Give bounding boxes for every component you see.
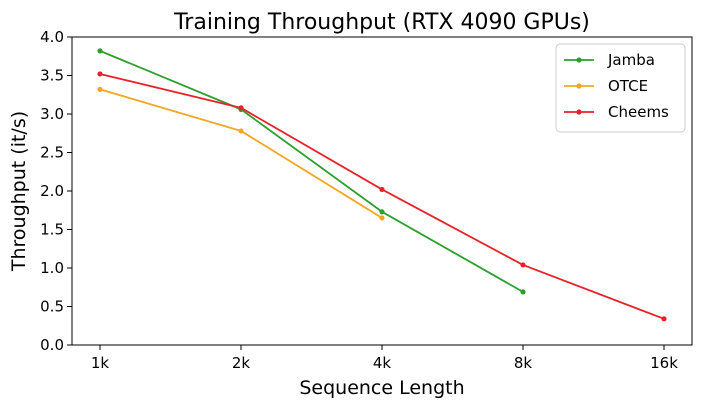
chart-title: Training Throughput (RTX 4090 GPUs) — [173, 10, 590, 35]
y-tick-label: 1.5 — [40, 221, 64, 239]
data-point — [379, 209, 385, 215]
y-tick-label: 1.0 — [40, 259, 64, 277]
y-tick-label: 0.5 — [40, 298, 64, 316]
legend-label: Jamba — [607, 51, 655, 69]
series-line — [99, 50, 524, 293]
x-axis-label: Sequence Length — [299, 377, 464, 399]
legend-label: OTCE — [608, 77, 648, 95]
plot-frame — [71, 36, 693, 346]
data-point — [520, 289, 526, 295]
legend-item-jamba: Jamba — [564, 51, 655, 69]
series-jamba — [97, 48, 526, 295]
x-tick-label: 1k — [91, 354, 110, 372]
data-point — [379, 186, 385, 193]
data-point — [379, 215, 385, 221]
data-point — [520, 262, 526, 268]
y-tick-label: 3.5 — [40, 67, 64, 85]
series-otce — [97, 86, 385, 221]
legend-box — [555, 43, 686, 133]
data-point — [97, 86, 103, 92]
legend-marker — [576, 109, 582, 115]
data-point — [238, 128, 244, 134]
series-cheems — [97, 71, 667, 322]
plot-area: 0.0 0.5 1.0 1.5 2.0 2.5 3.0 3.5 4.0 1k 2k 4k 8k 16k — [40, 28, 678, 372]
legend-label: Cheems — [608, 103, 669, 121]
y-tick-label: 0.0 — [40, 336, 64, 354]
legend-item-cheems: Cheems — [564, 103, 669, 121]
legend-item-otce: OTCE — [564, 77, 648, 95]
data-point — [661, 316, 667, 322]
legend-marker — [576, 83, 582, 89]
legend: Jamba OTCE Cheems — [555, 43, 686, 133]
x-tick-label: 4k — [373, 354, 392, 372]
data-point — [238, 105, 244, 111]
data-point — [97, 48, 103, 54]
y-tick-label: 4.0 — [40, 28, 64, 46]
data-point — [97, 71, 103, 77]
x-tick-label: 8k — [514, 354, 533, 372]
x-tick-label: 16k — [650, 354, 678, 372]
y-tick-label: 2.0 — [40, 182, 64, 200]
y-axis-label: Throughput (it/s) — [8, 111, 30, 272]
y-tick-label: 2.5 — [40, 144, 64, 162]
y-tick-label: 3.0 — [40, 105, 64, 123]
x-tick-label: 2k — [232, 354, 251, 372]
legend-marker — [576, 57, 582, 63]
